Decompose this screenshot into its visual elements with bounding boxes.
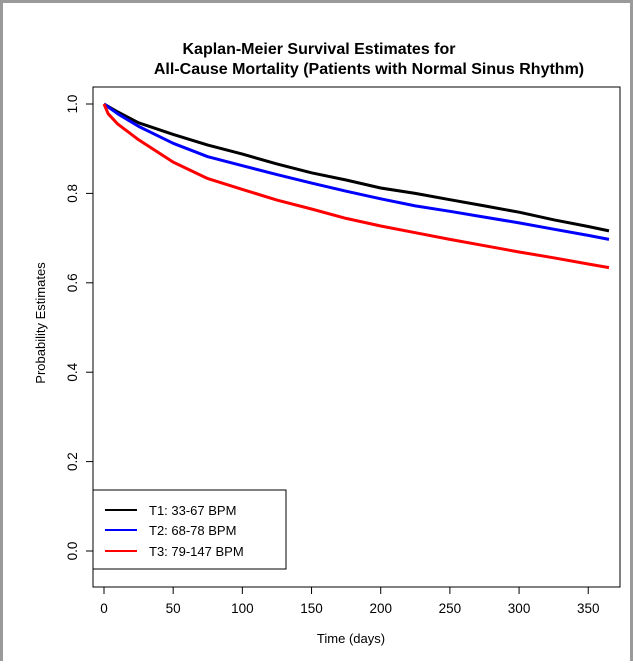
x-tick-label: 350 [577,601,600,616]
series-line-t2 [103,102,610,241]
x-axis: 0 50 100 150 200 250 300 350 [100,586,600,616]
legend-label-t2: T2: 68-78 BPM [149,523,236,538]
y-axis: 0.0 0.2 0.4 0.6 0.8 1.0 [65,95,94,561]
x-tick-label: 200 [369,601,392,616]
x-tick-label: 250 [439,601,462,616]
chart-title-line-1: Kaplan-Meier Survival Estimates for [183,41,456,58]
y-axis-label: Probability Estimates [33,262,48,384]
series-lines [102,102,610,270]
x-tick-label: 50 [166,601,181,616]
series-line-t1 [103,102,610,233]
legend-label-t3: T3: 79-147 BPM [149,544,244,559]
y-tick-label: 0.6 [65,273,80,292]
y-tick-label: 0.4 [65,362,80,381]
km-chart: Kaplan-Meier Survival Estimates for All-… [33,41,621,646]
x-tick-label: 0 [100,601,108,616]
legend-label-t1: T1: 33-67 BPM [149,503,236,518]
chart-title-line-2: All-Cause Mortality (Patients with Norma… [154,61,584,78]
y-tick-label: 0.2 [65,452,80,471]
x-axis-label: Time (days) [317,631,385,646]
y-tick-label: 0.0 [65,542,80,561]
y-tick-label: 1.0 [65,95,80,114]
series-line-t3 [102,103,610,270]
y-tick-label: 0.8 [65,184,80,203]
x-tick-label: 300 [508,601,531,616]
x-tick-label: 150 [300,601,323,616]
x-tick-label: 100 [231,601,254,616]
legend: T1: 33-67 BPM T2: 68-78 BPM T3: 79-147 B… [92,489,287,570]
